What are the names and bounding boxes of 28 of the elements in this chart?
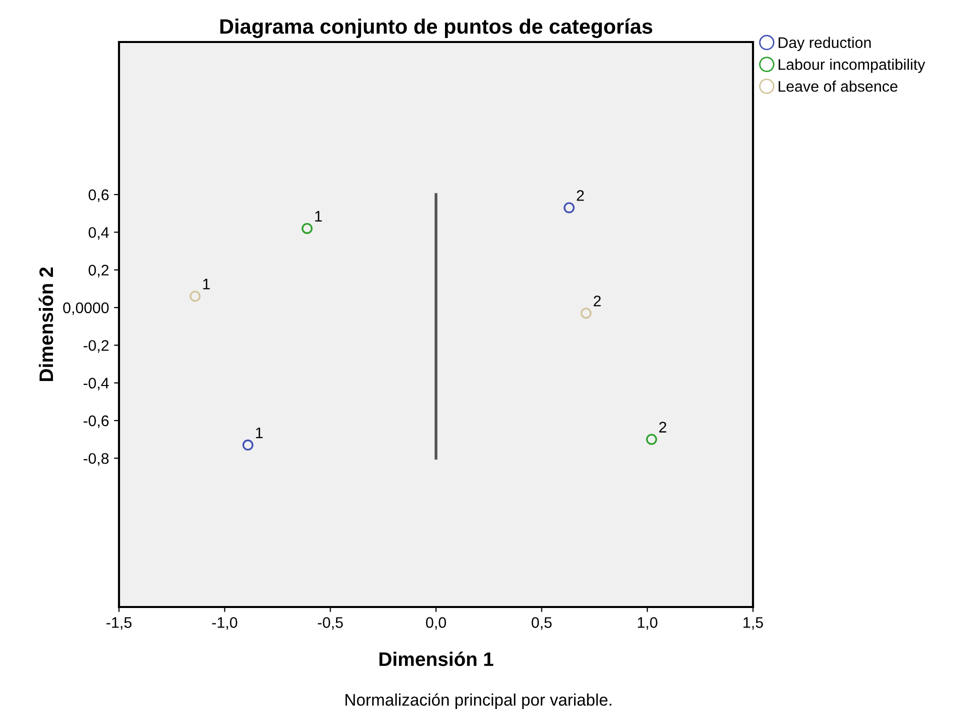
annotation: 2 (659, 422, 666, 432)
x-tick-label: 1,0 (638, 617, 658, 630)
y-tick-label: 0,0000 (63, 302, 109, 316)
legend-label: Leave of absence (778, 80, 898, 92)
annotation: 2 (576, 190, 584, 201)
text: Normalización principal por variable. (346, 693, 612, 710)
x-tick-label: 1,5 (744, 617, 763, 630)
x-tick-label: 0,0 (426, 617, 446, 630)
y-tick-label: -0,8 (84, 453, 109, 466)
y-tick-label: -0,2 (84, 340, 109, 353)
chart-title: Diagrama conjunto de puntos de categorías (220, 18, 652, 38)
y-tick-label: 0,6 (88, 189, 109, 202)
legend-label: Day reduction (778, 36, 871, 52)
annotation: 1 (315, 210, 322, 222)
x-tick-label: -1,5 (106, 617, 132, 630)
annotation: 1 (256, 428, 263, 438)
x-tick-label: -1,0 (212, 617, 238, 630)
legend-label: Labour incompatibility (778, 58, 926, 73)
y-axis-title: Dimensión 2 (38, 267, 54, 382)
x-tick-label: -0,5 (318, 617, 343, 630)
y-tick-label: 0,4 (88, 227, 109, 240)
annotation: 1 (203, 278, 210, 290)
y-tick-label: -0,4 (84, 378, 109, 390)
y-tick-label: 0,2 (88, 264, 109, 278)
x-axis-title: Dimensión 1 (379, 652, 494, 666)
x-tick-label: 0,5 (532, 617, 552, 630)
annotation: 2 (594, 296, 601, 306)
y-tick-label: -0,6 (84, 415, 109, 428)
